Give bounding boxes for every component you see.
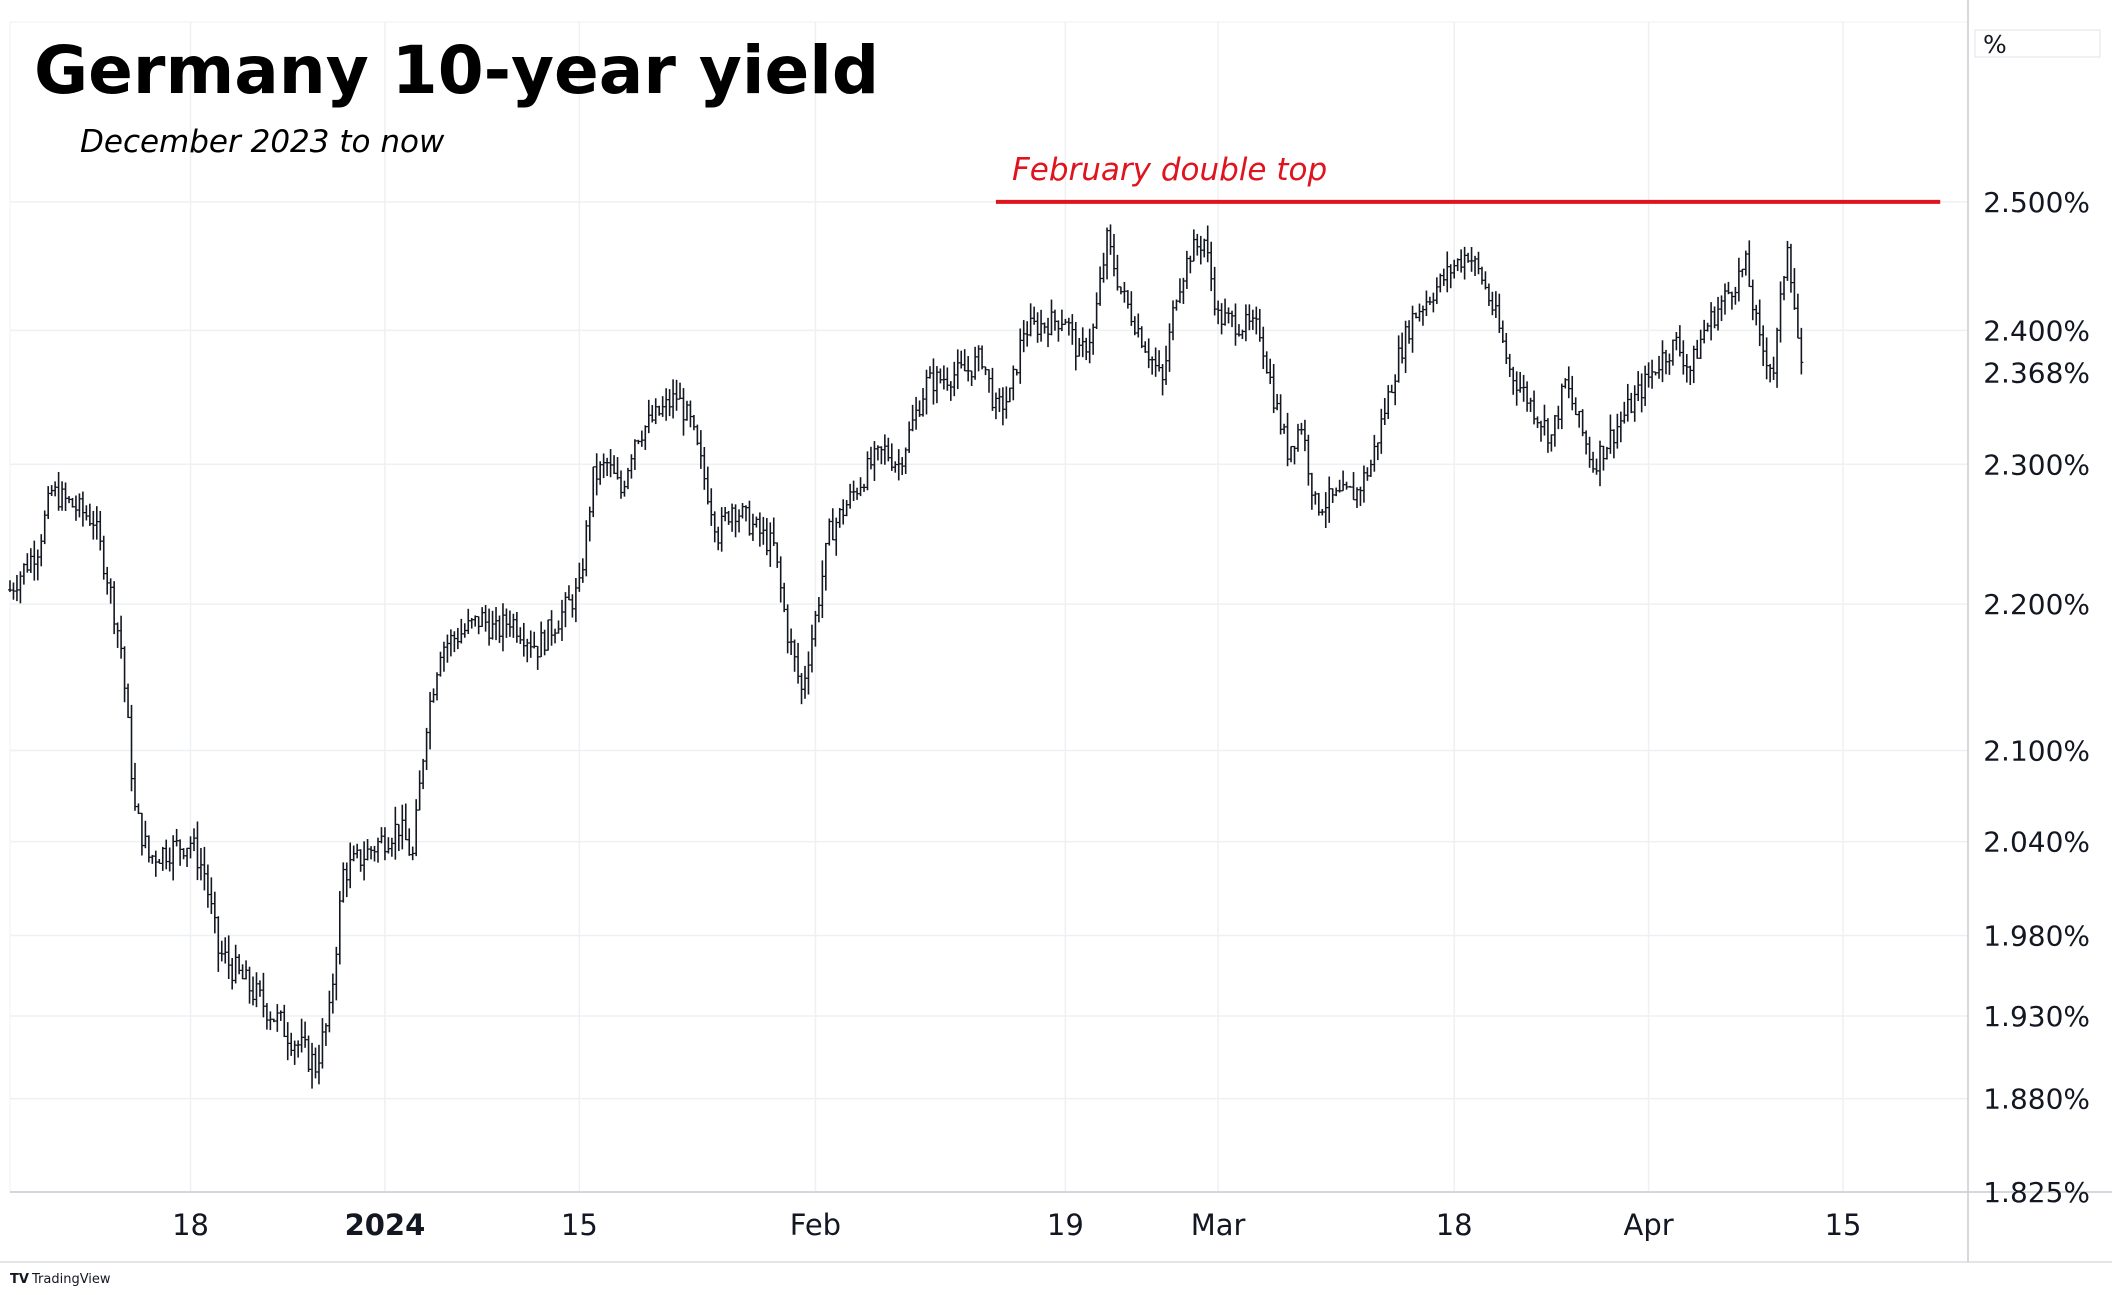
x-tick-label: Mar	[1191, 1208, 1246, 1242]
x-tick-label: 15	[561, 1208, 598, 1242]
tradingview-brand: TradingView	[31, 1272, 111, 1287]
last-value-label: 2.368%	[1983, 357, 2090, 390]
axes	[0, 0, 2112, 1263]
x-tick-label: Feb	[790, 1208, 841, 1242]
x-tick-label: 18	[1436, 1208, 1473, 1242]
axis-labels: 1.825% 1.880% 1.930% 1.980% 2.040% 2.100% 2.20…	[172, 186, 2105, 1242]
grid	[9, 21, 1969, 1193]
y-tick-label: 1.930%	[1983, 1000, 2090, 1033]
price-bars	[8, 224, 1804, 1089]
y-tick-label: 2.200%	[1983, 588, 2090, 621]
unit-label: %	[1983, 30, 2007, 59]
annotation-layer: February double top	[995, 152, 1941, 204]
tradingview-logo: TV TradingView	[10, 1272, 111, 1287]
y-tick-label: 1.980%	[1983, 920, 2090, 953]
y-tick-label: 1.880%	[1983, 1083, 2090, 1116]
last-value-box	[1975, 350, 2105, 393]
y-tick-label: 1.825%	[1983, 1176, 2090, 1209]
double-top-label: February double top	[1012, 152, 1327, 188]
y-tick-label: 2.100%	[1983, 734, 2090, 767]
x-tick-label: 15	[1825, 1208, 1862, 1242]
x-tick-label: 2024	[345, 1208, 426, 1242]
unit-box: %	[1974, 29, 2101, 59]
y-tick-label: 2.400%	[1983, 314, 2090, 347]
y-tick-label: 2.040%	[1983, 826, 2090, 859]
x-tick-label: Apr	[1624, 1208, 1674, 1242]
y-tick-label: 2.500%	[1983, 186, 2090, 219]
y-tick-label: 2.300%	[1983, 448, 2090, 481]
chart-title: Germany 10-year yield	[34, 32, 879, 109]
chart-subtitle: December 2023 to now	[80, 124, 445, 160]
x-tick-label: 18	[172, 1208, 209, 1242]
tradingview-logo-mark: TV	[10, 1272, 29, 1287]
x-tick-label: 19	[1047, 1208, 1084, 1242]
